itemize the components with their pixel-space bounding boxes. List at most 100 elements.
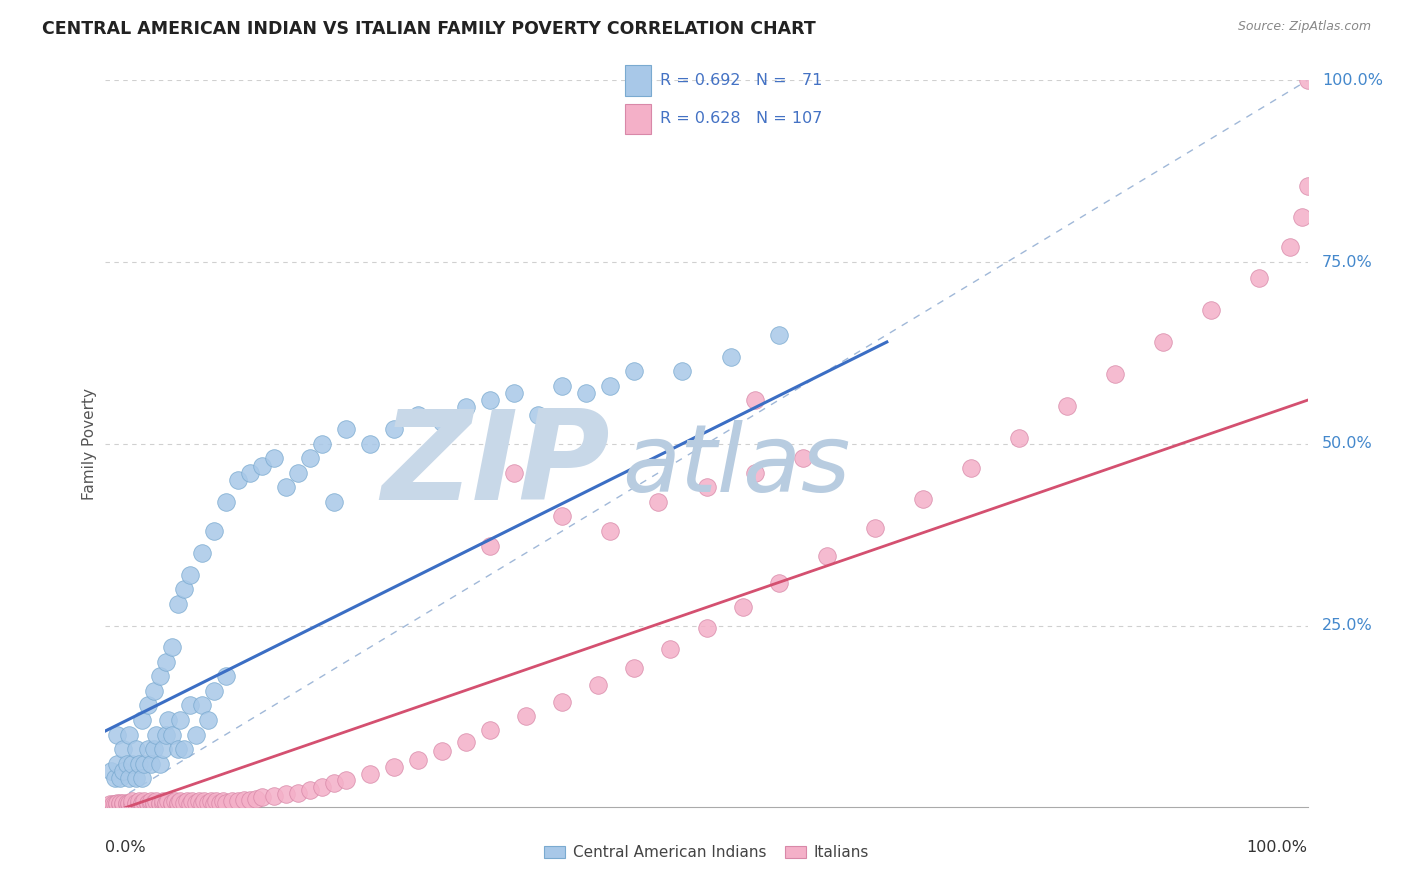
Point bbox=[359, 437, 381, 451]
Point bbox=[139, 797, 162, 812]
Text: R = 0.692   N =   71: R = 0.692 N = 71 bbox=[659, 73, 823, 88]
Point bbox=[359, 767, 381, 781]
Point bbox=[226, 794, 249, 808]
Point bbox=[208, 796, 231, 810]
Point bbox=[160, 797, 183, 812]
Text: atlas: atlas bbox=[623, 420, 851, 511]
Point bbox=[112, 796, 135, 810]
Point bbox=[202, 684, 225, 698]
Point bbox=[155, 796, 177, 810]
Point bbox=[311, 437, 333, 451]
Point bbox=[454, 401, 477, 415]
Point bbox=[160, 640, 183, 655]
Point bbox=[479, 723, 502, 738]
Point bbox=[112, 764, 135, 778]
Point bbox=[263, 789, 285, 803]
Point bbox=[118, 796, 141, 810]
Point bbox=[245, 791, 267, 805]
Point bbox=[298, 782, 321, 797]
Point bbox=[221, 794, 243, 808]
Point bbox=[176, 794, 198, 808]
Point bbox=[145, 728, 167, 742]
Point bbox=[108, 797, 131, 812]
Point bbox=[197, 796, 219, 810]
Point bbox=[104, 771, 127, 785]
Point bbox=[124, 796, 146, 810]
Point bbox=[173, 796, 195, 810]
Point bbox=[311, 780, 333, 794]
Point bbox=[166, 796, 188, 810]
Text: ZIP: ZIP bbox=[381, 405, 610, 526]
Point bbox=[115, 796, 138, 810]
Point bbox=[298, 451, 321, 466]
Point bbox=[148, 756, 170, 771]
Point bbox=[287, 786, 309, 800]
Point bbox=[1291, 210, 1313, 224]
Point bbox=[322, 776, 344, 790]
Text: 75.0%: 75.0% bbox=[1322, 254, 1372, 269]
Point bbox=[166, 597, 188, 611]
Point bbox=[479, 539, 502, 553]
Point bbox=[551, 695, 574, 709]
Point bbox=[169, 794, 191, 808]
Point bbox=[155, 655, 177, 669]
Point bbox=[1249, 271, 1271, 285]
Text: R = 0.628   N = 107: R = 0.628 N = 107 bbox=[659, 112, 823, 127]
Point bbox=[112, 797, 135, 812]
Point bbox=[212, 794, 235, 808]
Point bbox=[335, 772, 357, 787]
Point bbox=[226, 473, 249, 487]
Point bbox=[179, 567, 201, 582]
Point bbox=[1056, 399, 1078, 413]
Point bbox=[551, 378, 574, 392]
Point bbox=[430, 744, 453, 758]
Point bbox=[136, 742, 159, 756]
Point bbox=[100, 764, 122, 778]
Point bbox=[232, 793, 254, 807]
Point bbox=[623, 364, 645, 378]
Point bbox=[193, 794, 215, 808]
Point bbox=[731, 599, 754, 614]
Point bbox=[214, 796, 236, 810]
Point bbox=[107, 756, 129, 771]
Point bbox=[197, 713, 219, 727]
Point bbox=[152, 797, 174, 812]
Point bbox=[263, 451, 285, 466]
Point bbox=[155, 797, 177, 812]
Point bbox=[287, 466, 309, 480]
Point bbox=[108, 771, 131, 785]
Point bbox=[202, 797, 225, 812]
Point bbox=[696, 480, 718, 494]
Point bbox=[623, 661, 645, 675]
Point bbox=[575, 385, 598, 400]
Point bbox=[515, 709, 537, 723]
Point bbox=[527, 408, 550, 422]
Bar bbox=[624, 65, 651, 95]
Point bbox=[792, 451, 814, 466]
Point bbox=[148, 796, 170, 810]
Point bbox=[118, 728, 141, 742]
Point bbox=[136, 797, 159, 812]
Text: 25.0%: 25.0% bbox=[1322, 618, 1372, 633]
Point bbox=[118, 771, 141, 785]
Point bbox=[911, 491, 934, 506]
Y-axis label: Family Poverty: Family Poverty bbox=[82, 388, 97, 500]
Point bbox=[124, 797, 146, 812]
Point bbox=[173, 742, 195, 756]
Point bbox=[108, 796, 131, 810]
Bar bbox=[624, 103, 651, 134]
Point bbox=[274, 787, 297, 801]
Point bbox=[112, 742, 135, 756]
Point bbox=[720, 350, 742, 364]
Point bbox=[166, 742, 188, 756]
Point bbox=[166, 797, 188, 812]
Point bbox=[142, 796, 165, 810]
Point bbox=[136, 796, 159, 810]
Point bbox=[173, 582, 195, 597]
Point bbox=[124, 771, 146, 785]
Point bbox=[148, 797, 170, 812]
Point bbox=[1296, 73, 1319, 87]
Point bbox=[136, 698, 159, 713]
Point bbox=[250, 790, 273, 805]
Text: Source: ZipAtlas.com: Source: ZipAtlas.com bbox=[1237, 20, 1371, 33]
